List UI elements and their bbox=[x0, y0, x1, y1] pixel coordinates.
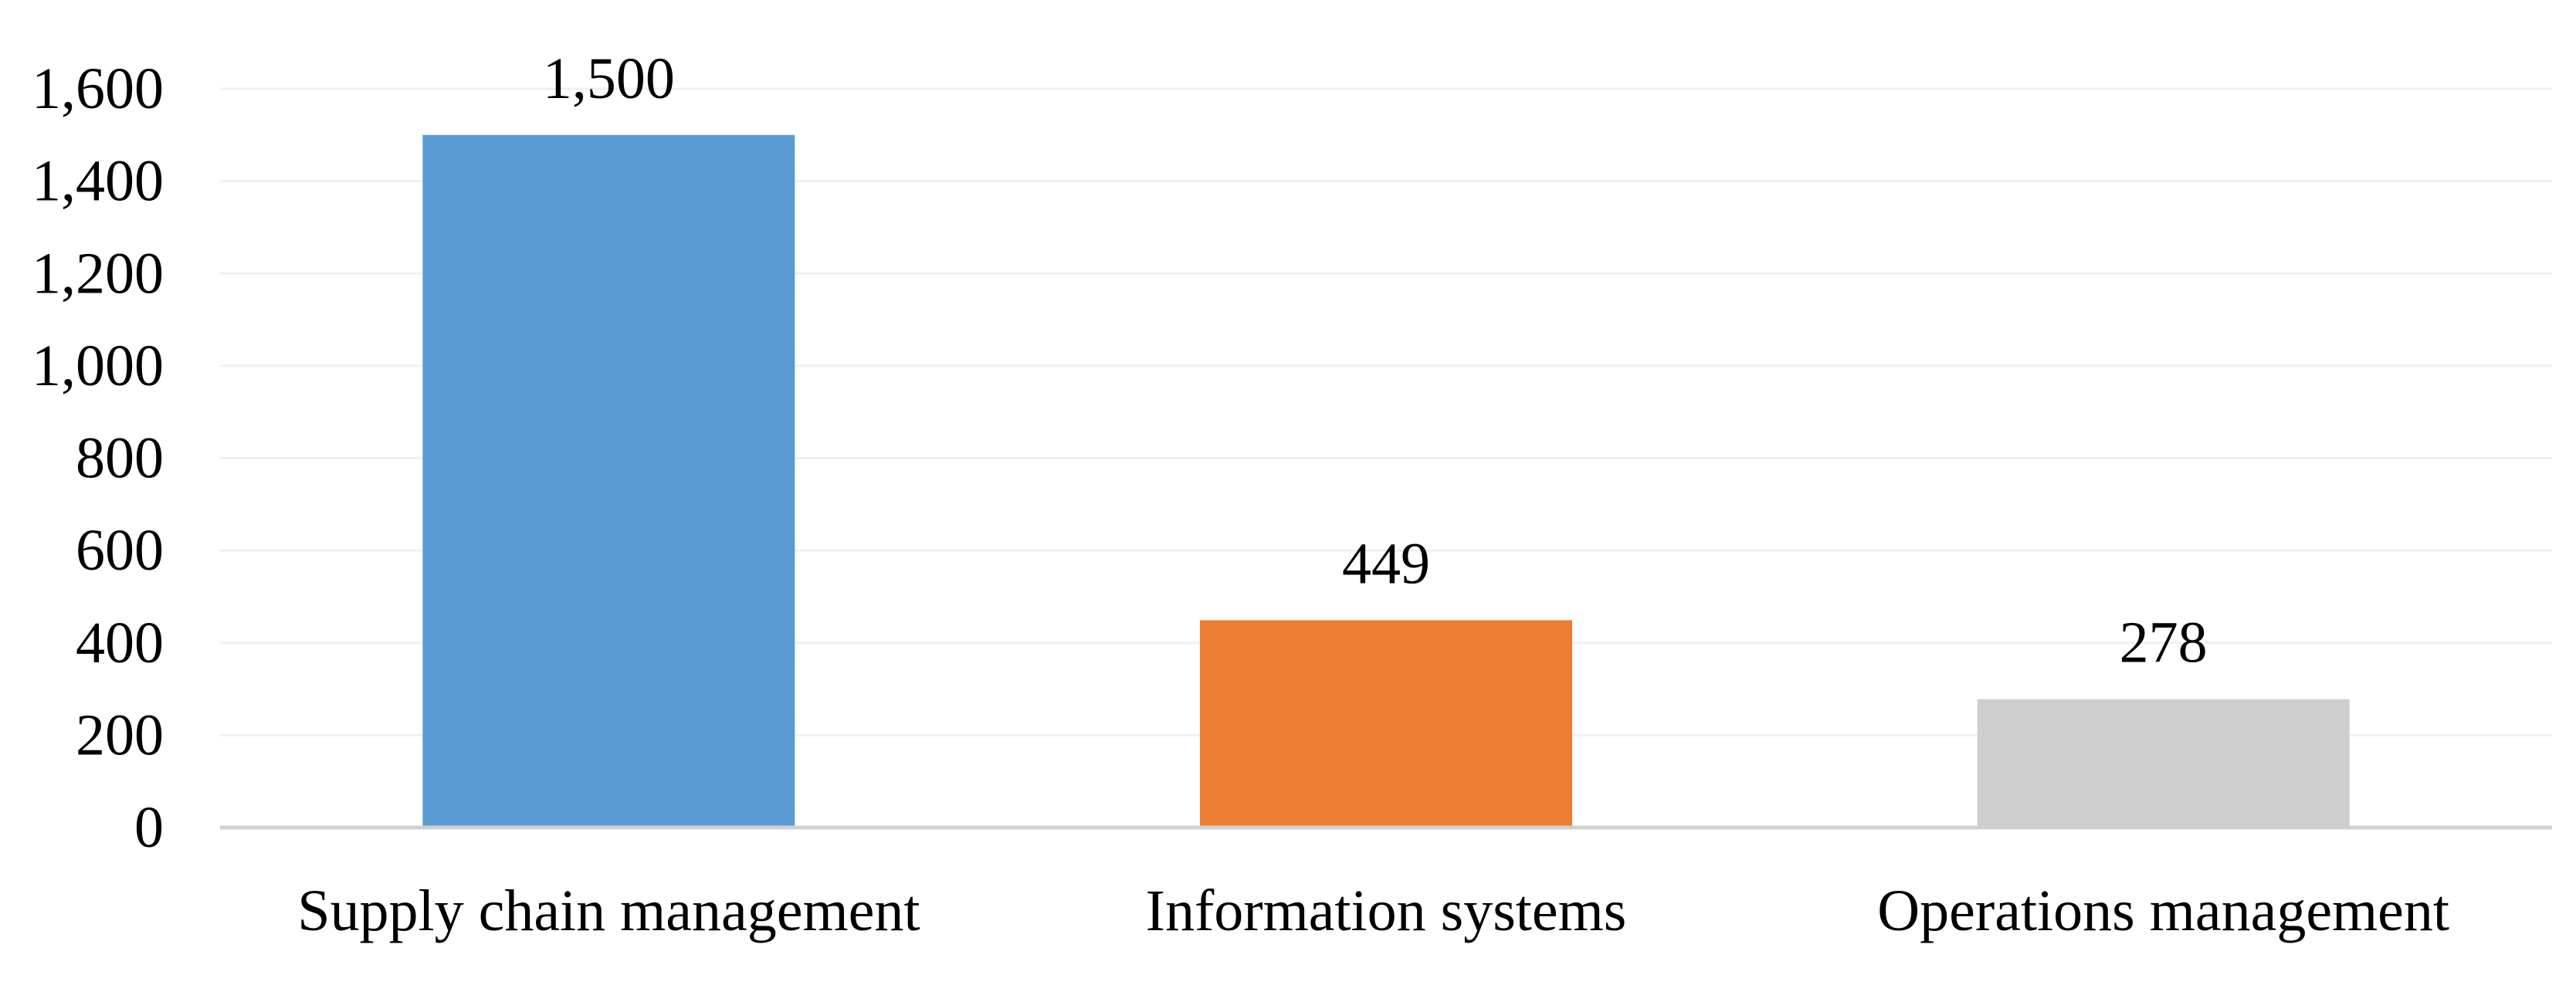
y-tick-label: 1,600 bbox=[32, 56, 164, 121]
category-label: Information systems bbox=[1146, 878, 1627, 943]
bar bbox=[1200, 620, 1572, 828]
bar bbox=[422, 134, 795, 828]
bars bbox=[422, 134, 2350, 828]
y-tick-label: 1,000 bbox=[32, 333, 164, 398]
data-label: 1,500 bbox=[543, 46, 675, 111]
data-label: 449 bbox=[1342, 531, 1430, 596]
category-label: Supply chain management bbox=[297, 878, 920, 943]
y-axis-ticks: 0 200 400 600 800 1,000 1,200 1,400 1,600 bbox=[32, 56, 164, 860]
y-tick-label: 0 bbox=[134, 795, 164, 860]
y-tick-label: 600 bbox=[76, 518, 164, 583]
y-tick-label: 200 bbox=[76, 702, 164, 767]
category-labels: Supply chain management Information syste… bbox=[297, 878, 2449, 943]
category-label: Operations management bbox=[1877, 878, 2449, 943]
y-tick-label: 1,400 bbox=[32, 149, 164, 214]
data-label: 278 bbox=[2120, 611, 2208, 675]
data-labels: 1,500 449 278 bbox=[543, 46, 2208, 675]
y-tick-label: 400 bbox=[76, 611, 164, 675]
y-tick-label: 800 bbox=[76, 426, 164, 491]
y-tick-label: 1,200 bbox=[32, 241, 164, 306]
bar bbox=[1977, 699, 2350, 828]
